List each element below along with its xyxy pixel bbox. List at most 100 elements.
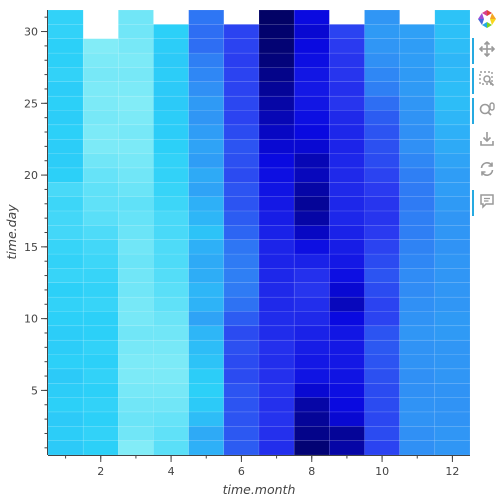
heatmap-cell-m12-d29[interactable] bbox=[434, 38, 470, 54]
heatmap-cell-m8-d1[interactable] bbox=[293, 440, 330, 456]
heatmap-cell-m4-d4[interactable] bbox=[153, 397, 189, 413]
heatmap-cell-m11-d12[interactable] bbox=[399, 282, 436, 298]
heatmap-cell-m11-d14[interactable] bbox=[399, 253, 436, 269]
heatmap-cell-m8-d30[interactable] bbox=[293, 24, 330, 39]
heatmap-cell-m1-d18[interactable] bbox=[47, 196, 84, 212]
heatmap-cell-m3-d23[interactable] bbox=[118, 124, 154, 140]
heatmap-cell-m10-d20[interactable] bbox=[364, 167, 400, 183]
heatmap-cell-m2-d4[interactable] bbox=[82, 397, 119, 413]
heatmap-cell-m11-d10[interactable] bbox=[399, 311, 436, 327]
heatmap-cell-m5-d22[interactable] bbox=[188, 138, 225, 154]
heatmap-cell-m1-d31[interactable] bbox=[47, 9, 84, 25]
heatmap-cell-m11-d30[interactable] bbox=[399, 24, 436, 39]
heatmap-cell-m12-d18[interactable] bbox=[434, 196, 470, 212]
heatmap-cells[interactable] bbox=[47, 9, 470, 456]
heatmap-cell-m8-d18[interactable] bbox=[293, 196, 330, 212]
heatmap-cell-m9-d14[interactable] bbox=[329, 253, 365, 269]
heatmap-cell-m2-d8[interactable] bbox=[82, 339, 119, 355]
heatmap-cell-m8-d3[interactable] bbox=[293, 411, 330, 427]
heatmap-cell-m5-d12[interactable] bbox=[188, 282, 225, 298]
heatmap-cell-m6-d5[interactable] bbox=[223, 382, 260, 398]
heatmap-cell-m6-d15[interactable] bbox=[223, 239, 260, 255]
heatmap-cell-m8-d16[interactable] bbox=[293, 225, 330, 240]
heatmap-cell-m1-d29[interactable] bbox=[47, 38, 84, 54]
heatmap-cell-m3-d10[interactable] bbox=[118, 311, 154, 327]
heatmap-cell-m9-d5[interactable] bbox=[329, 382, 365, 398]
heatmap-cell-m1-d15[interactable] bbox=[47, 239, 84, 255]
heatmap-cell-m9-d29[interactable] bbox=[329, 38, 365, 54]
heatmap-cell-m5-d29[interactable] bbox=[188, 38, 225, 54]
heatmap-cell-m1-d2[interactable] bbox=[47, 426, 84, 441]
heatmap-cell-m4-d21[interactable] bbox=[153, 153, 189, 169]
heatmap-cell-m11-d24[interactable] bbox=[399, 110, 436, 126]
box-zoom-tool[interactable] bbox=[472, 66, 500, 94]
heatmap-cell-m1-d8[interactable] bbox=[47, 339, 84, 355]
heatmap-cell-m5-d16[interactable] bbox=[188, 225, 225, 240]
heatmap-cell-m3-d8[interactable] bbox=[118, 339, 154, 355]
heatmap-cell-m3-d21[interactable] bbox=[118, 153, 154, 169]
heatmap-cell-m8-d26[interactable] bbox=[293, 81, 330, 97]
heatmap-cell-m5-d19[interactable] bbox=[188, 182, 225, 197]
heatmap-cell-m3-d6[interactable] bbox=[118, 368, 154, 384]
heatmap-cell-m12-d17[interactable] bbox=[434, 210, 470, 226]
heatmap-cell-m7-d28[interactable] bbox=[258, 52, 295, 68]
heatmap-cell-m2-d12[interactable] bbox=[82, 282, 119, 298]
heatmap-cell-m9-d27[interactable] bbox=[329, 67, 365, 83]
heatmap-cell-m3-d11[interactable] bbox=[118, 296, 154, 312]
heatmap-cell-m7-d22[interactable] bbox=[258, 138, 295, 154]
heatmap-cell-m4-d1[interactable] bbox=[153, 440, 189, 456]
heatmap-cell-m5-d27[interactable] bbox=[188, 67, 225, 83]
heatmap-cell-m12-d21[interactable] bbox=[434, 153, 470, 169]
heatmap-cell-m11-d4[interactable] bbox=[399, 397, 436, 413]
heatmap-cell-m7-d1[interactable] bbox=[258, 440, 295, 456]
heatmap-cell-m12-d25[interactable] bbox=[434, 95, 470, 111]
heatmap-cell-m12-d6[interactable] bbox=[434, 368, 470, 384]
heatmap-cell-m2-d1[interactable] bbox=[82, 440, 119, 456]
heatmap-cell-m1-d23[interactable] bbox=[47, 124, 84, 140]
heatmap-cell-m4-d25[interactable] bbox=[153, 95, 189, 111]
heatmap-cell-m7-d17[interactable] bbox=[258, 210, 295, 226]
heatmap-cell-m9-d21[interactable] bbox=[329, 153, 365, 169]
heatmap-cell-m5-d1[interactable] bbox=[188, 440, 225, 456]
heatmap-cell-m7-d23[interactable] bbox=[258, 124, 295, 140]
heatmap-cell-m8-d28[interactable] bbox=[293, 52, 330, 68]
heatmap-cell-m10-d10[interactable] bbox=[364, 311, 400, 327]
heatmap-cell-m1-d11[interactable] bbox=[47, 296, 84, 312]
heatmap-cell-m6-d11[interactable] bbox=[223, 296, 260, 312]
heatmap-cell-m12-d23[interactable] bbox=[434, 124, 470, 140]
heatmap-cell-m6-d17[interactable] bbox=[223, 210, 260, 226]
heatmap-cell-m8-d23[interactable] bbox=[293, 124, 330, 140]
heatmap-cell-m11-d16[interactable] bbox=[399, 225, 436, 240]
heatmap-cell-m6-d8[interactable] bbox=[223, 339, 260, 355]
heatmap-cell-m7-d15[interactable] bbox=[258, 239, 295, 255]
heatmap-cell-m10-d13[interactable] bbox=[364, 268, 400, 283]
heatmap-cell-m3-d20[interactable] bbox=[118, 167, 154, 183]
heatmap-cell-m8-d2[interactable] bbox=[293, 426, 330, 441]
heatmap-cell-m12-d20[interactable] bbox=[434, 167, 470, 183]
heatmap-cell-m10-d1[interactable] bbox=[364, 440, 400, 456]
heatmap-cell-m8-d21[interactable] bbox=[293, 153, 330, 169]
heatmap-cell-m9-d4[interactable] bbox=[329, 397, 365, 413]
heatmap-cell-m11-d19[interactable] bbox=[399, 182, 436, 197]
heatmap-cell-m9-d11[interactable] bbox=[329, 296, 365, 312]
heatmap-cell-m11-d18[interactable] bbox=[399, 196, 436, 212]
heatmap-cell-m10-d30[interactable] bbox=[364, 24, 400, 39]
heatmap-cell-m8-d29[interactable] bbox=[293, 38, 330, 54]
heatmap-cell-m10-d19[interactable] bbox=[364, 182, 400, 197]
heatmap-cell-m4-d13[interactable] bbox=[153, 268, 189, 283]
heatmap-cell-m3-d22[interactable] bbox=[118, 138, 154, 154]
heatmap-cell-m11-d22[interactable] bbox=[399, 138, 436, 154]
heatmap-cell-m6-d23[interactable] bbox=[223, 124, 260, 140]
heatmap-cell-m12-d22[interactable] bbox=[434, 138, 470, 154]
heatmap-cell-m3-d15[interactable] bbox=[118, 239, 154, 255]
heatmap-cell-m11-d28[interactable] bbox=[399, 52, 436, 68]
heatmap-cell-m4-d22[interactable] bbox=[153, 138, 189, 154]
heatmap-cell-m11-d11[interactable] bbox=[399, 296, 436, 312]
heatmap-cell-m9-d24[interactable] bbox=[329, 110, 365, 126]
heatmap-cell-m12-d10[interactable] bbox=[434, 311, 470, 327]
heatmap-cell-m3-d14[interactable] bbox=[118, 253, 154, 269]
heatmap-cell-m11-d26[interactable] bbox=[399, 81, 436, 97]
heatmap-cell-m1-d14[interactable] bbox=[47, 253, 84, 269]
heatmap-cell-m7-d10[interactable] bbox=[258, 311, 295, 327]
heatmap-cell-m2-d5[interactable] bbox=[82, 382, 119, 398]
